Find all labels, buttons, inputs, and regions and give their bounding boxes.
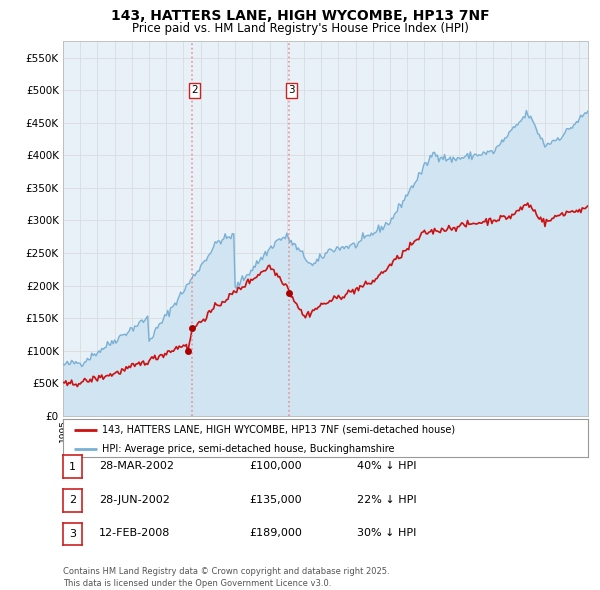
Text: £135,000: £135,000 <box>249 495 302 504</box>
Text: HPI: Average price, semi-detached house, Buckinghamshire: HPI: Average price, semi-detached house,… <box>103 444 395 454</box>
Text: 28-JUN-2002: 28-JUN-2002 <box>99 495 170 504</box>
Text: £100,000: £100,000 <box>249 461 302 471</box>
Text: 143, HATTERS LANE, HIGH WYCOMBE, HP13 7NF: 143, HATTERS LANE, HIGH WYCOMBE, HP13 7N… <box>110 9 490 23</box>
Text: Price paid vs. HM Land Registry's House Price Index (HPI): Price paid vs. HM Land Registry's House … <box>131 22 469 35</box>
Text: 22% ↓ HPI: 22% ↓ HPI <box>357 495 416 504</box>
Text: 3: 3 <box>69 529 76 539</box>
Text: 30% ↓ HPI: 30% ↓ HPI <box>357 529 416 538</box>
Text: 1: 1 <box>69 462 76 471</box>
Text: Contains HM Land Registry data © Crown copyright and database right 2025.
This d: Contains HM Land Registry data © Crown c… <box>63 568 389 588</box>
Text: 28-MAR-2002: 28-MAR-2002 <box>99 461 174 471</box>
Text: 3: 3 <box>288 85 295 95</box>
Text: 2: 2 <box>191 85 198 95</box>
Text: 12-FEB-2008: 12-FEB-2008 <box>99 529 170 538</box>
Text: 2: 2 <box>69 496 76 505</box>
Text: 143, HATTERS LANE, HIGH WYCOMBE, HP13 7NF (semi-detached house): 143, HATTERS LANE, HIGH WYCOMBE, HP13 7N… <box>103 425 455 435</box>
Text: £189,000: £189,000 <box>249 529 302 538</box>
Text: 40% ↓ HPI: 40% ↓ HPI <box>357 461 416 471</box>
